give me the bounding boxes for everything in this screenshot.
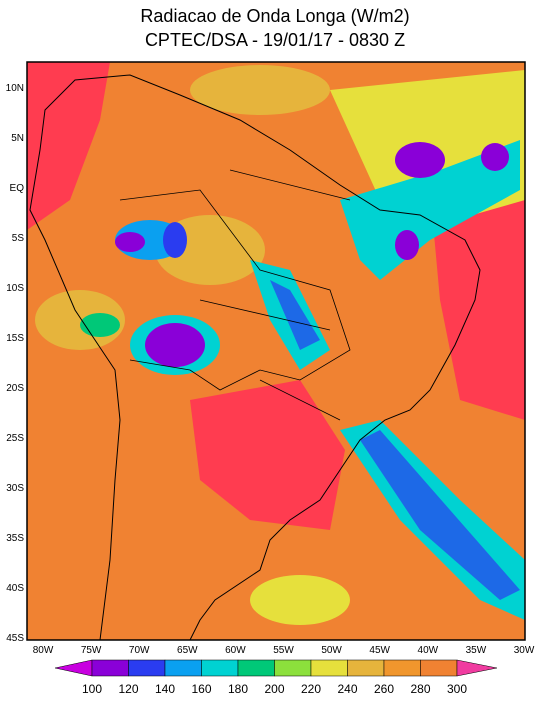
lat-label: 40S (6, 583, 24, 594)
map-image (27, 62, 525, 640)
lon-label: 30W (514, 645, 535, 656)
colorbar-label: 160 (191, 682, 211, 696)
colorbar-swatch (164, 659, 202, 677)
map-frame (26, 61, 526, 641)
colorbar-arrow (456, 659, 498, 677)
colorbar-label: 300 (447, 682, 467, 696)
lon-label: 65W (177, 645, 198, 656)
lon-label: 50W (321, 645, 342, 656)
lat-label: EQ (10, 183, 25, 194)
colorbar-swatch (91, 659, 129, 677)
title: Radiacao de Onda Longa (W/m2) (140, 6, 409, 26)
lon-label: 80W (33, 645, 54, 656)
lon-label: 70W (129, 645, 150, 656)
lon-label: 60W (225, 645, 246, 656)
lon-label: 45W (369, 645, 390, 656)
lat-label: 25S (6, 433, 24, 444)
lat-label: 5S (12, 233, 25, 244)
lon-label: 75W (81, 645, 102, 656)
lat-label: 35S (6, 533, 24, 544)
colorbar-label: 220 (301, 682, 321, 696)
colorbar-label: 280 (410, 682, 430, 696)
lat-label: 20S (6, 383, 24, 394)
colorbar-swatch (347, 659, 385, 677)
subtitle: CPTEC/DSA - 19/01/17 - 0830 Z (145, 30, 405, 50)
colorbar-swatch (128, 659, 166, 677)
lon-label: 35W (466, 645, 487, 656)
colorbar-swatch (383, 659, 421, 677)
lat-label: 10N (6, 83, 24, 94)
colorbar-label: 200 (264, 682, 284, 696)
lat-label: 45S (6, 633, 24, 644)
colorbar-label: 100 (82, 682, 102, 696)
colorbar-swatch (201, 659, 239, 677)
colorbar-swatch (274, 659, 312, 677)
lon-label: 55W (273, 645, 294, 656)
lat-label: 30S (6, 483, 24, 494)
colorbar-arrow (54, 659, 93, 677)
lat-label: 15S (6, 333, 24, 344)
lat-label: 5N (11, 133, 24, 144)
colorbar-label: 120 (118, 682, 138, 696)
colorbar-label: 140 (155, 682, 175, 696)
colorbar-label: 240 (337, 682, 357, 696)
lat-label: 10S (6, 283, 24, 294)
colorbar-swatch (237, 659, 275, 677)
colorbar-swatch (420, 659, 458, 677)
colorbar-label: 260 (374, 682, 394, 696)
colorbar-swatch (310, 659, 348, 677)
colorbar-label: 180 (228, 682, 248, 696)
lon-label: 40W (418, 645, 439, 656)
